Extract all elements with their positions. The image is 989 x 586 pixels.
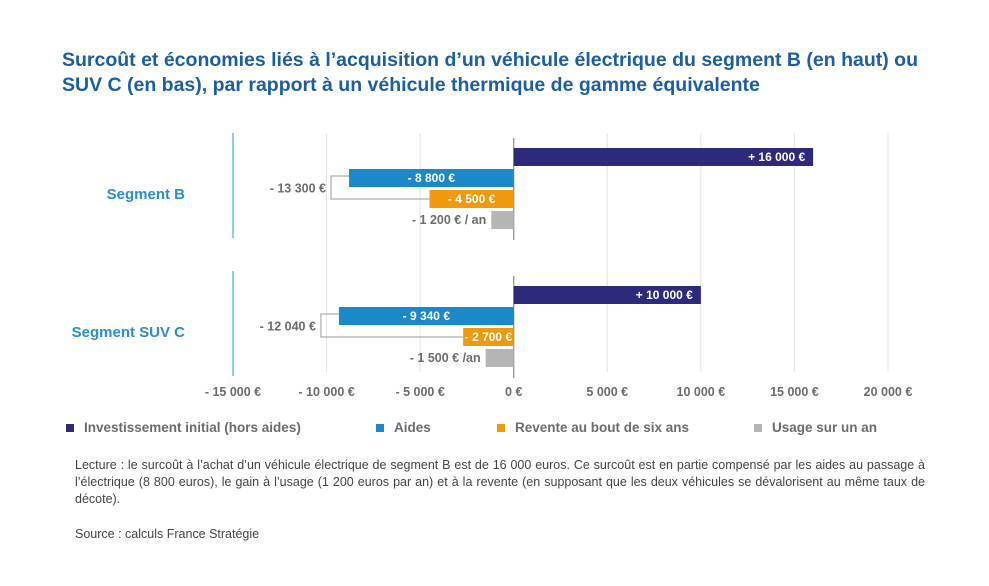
category-label: Segment SUV C <box>72 324 186 341</box>
x-tick-label: 20 000 € <box>864 385 913 399</box>
bar <box>491 211 514 229</box>
x-tick-label: 5 000 € <box>586 385 628 399</box>
bar <box>485 349 514 367</box>
bar <box>349 169 514 187</box>
bar <box>463 328 514 346</box>
legend-item-revente: Revente au bout de six ans <box>497 420 689 435</box>
bar <box>429 190 514 208</box>
x-tick-label: 0 € <box>505 385 522 399</box>
bar-value-label: + 10 000 € <box>636 288 693 302</box>
bar <box>338 307 514 325</box>
bar-value-label: - 2 700 € <box>465 330 513 344</box>
bar-value-label: - 4 500 € <box>448 192 496 206</box>
bar-value-label: + 16 000 € <box>748 150 805 164</box>
chart-title: Surcoût et économies liés à l’acquisitio… <box>62 49 918 96</box>
category-label: Segment B <box>107 186 186 203</box>
x-tick-label: 15 000 € <box>770 385 819 399</box>
legend-label-aides: Aides <box>394 420 431 435</box>
bar <box>513 148 814 166</box>
legend-label-investissement: Investissement initial (hors aides) <box>84 420 301 435</box>
legend-swatch-investissement <box>66 423 74 432</box>
legend-item-aides: Aides <box>376 420 431 435</box>
source-note: Source : calculs France Stratégie <box>75 527 260 541</box>
x-tick-label: - 15 000 € <box>205 385 261 399</box>
legend-swatch-revente <box>497 423 505 432</box>
legend-label-revente: Revente au bout de six ans <box>515 420 690 435</box>
bar-value-label: - 9 340 € <box>403 309 451 323</box>
legend-swatch-usage <box>754 423 762 432</box>
x-tick-label: - 5 000 € <box>395 385 444 399</box>
savings-bracket <box>330 175 430 200</box>
total-savings-label: - 12 040 € <box>260 320 316 334</box>
bar-value-label: - 1 200 € / an <box>412 213 486 227</box>
legend: Investissement initial (hors aides) Aide… <box>66 420 946 440</box>
bar <box>513 286 701 304</box>
x-tick-label: - 10 000 € <box>298 385 354 399</box>
legend-label-usage: Usage sur un an <box>772 420 878 435</box>
total-savings-label: - 13 300 € <box>270 182 326 196</box>
reading-note: Lecture : le surcoût à l’achat d’un véhi… <box>75 458 925 506</box>
savings-bracket <box>320 313 464 338</box>
bar-value-label: - 1 500 € /an <box>410 351 481 365</box>
legend-item-usage: Usage sur un an <box>754 420 877 435</box>
legend-item-investissement: Investissement initial (hors aides) <box>66 420 301 435</box>
bar-value-label: - 8 800 € <box>408 171 456 185</box>
x-tick-label: 10 000 € <box>677 385 726 399</box>
legend-swatch-aides <box>376 423 384 432</box>
